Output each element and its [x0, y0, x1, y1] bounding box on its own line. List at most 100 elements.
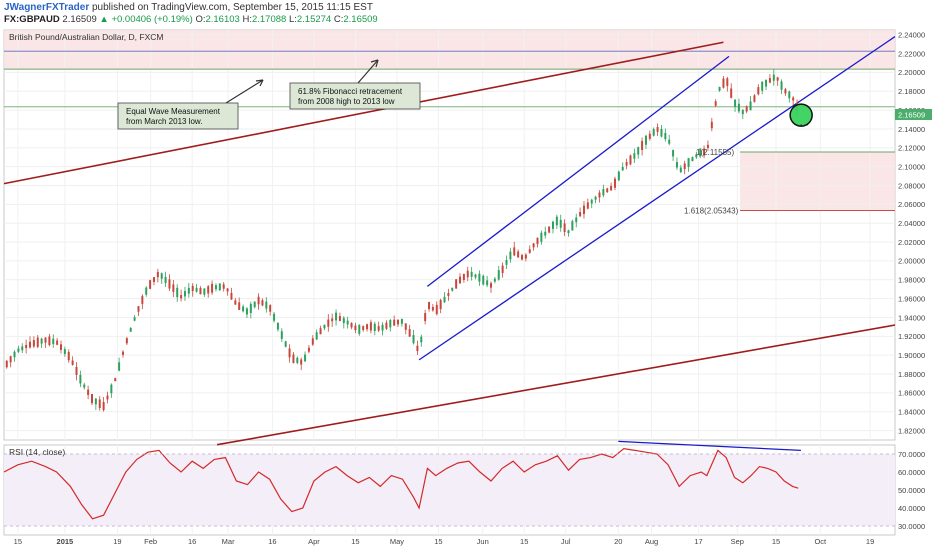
candle-body: [586, 202, 589, 209]
candle-body: [98, 399, 101, 409]
candle-body: [513, 247, 516, 256]
candle-body: [296, 357, 299, 363]
candle-body: [443, 296, 446, 303]
candle-body: [389, 319, 392, 328]
candle-body: [79, 374, 82, 384]
candle-body: [152, 277, 155, 282]
candle-body: [455, 279, 458, 289]
close-value: 2.16509: [343, 14, 378, 25]
candle-body: [288, 348, 291, 358]
candle-body: [261, 300, 264, 306]
high-value: 2.17088: [251, 14, 287, 25]
candle-body: [36, 337, 39, 347]
candle-body: [594, 196, 597, 200]
trendline[interactable]: [216, 324, 896, 446]
last-price: 2.16509: [62, 14, 97, 25]
candle-body: [211, 283, 214, 293]
candle-body: [714, 101, 717, 106]
highlight-circle: [789, 103, 813, 127]
resistance-zone-group: [4, 30, 895, 526]
candle-body: [447, 293, 450, 296]
callout-arrowhead-a: [255, 79, 264, 82]
time-axis-tick-label: Apr: [308, 537, 320, 546]
channel-upper-line[interactable]: [426, 55, 730, 287]
author-link[interactable]: JWagnerFXTrader: [4, 2, 90, 13]
candle-body: [641, 141, 644, 151]
channel-group[interactable]: [418, 36, 896, 361]
candle-body: [203, 288, 206, 295]
resistance-zone: [4, 30, 895, 70]
candle-body: [187, 287, 190, 294]
callout-line-2: from March 2013 low.: [126, 117, 202, 126]
callout-fib-618[interactable]: 61.8% Fibonacci retracement from 2008 hi…: [289, 59, 421, 110]
rsi-divergence-line: [618, 440, 801, 452]
candle-body: [420, 336, 423, 343]
close-label: C:: [333, 14, 344, 25]
time-axis-tick-label: Feb: [144, 537, 157, 546]
candle-body: [734, 99, 737, 107]
candle-body: [683, 163, 686, 169]
candle-body: [195, 287, 198, 292]
candle-body: [710, 121, 713, 129]
candle-body: [590, 199, 593, 204]
candle-body: [269, 305, 272, 312]
candle-body: [621, 167, 624, 171]
callout-equal-wave[interactable]: Equal Wave Measurement from March 2013 l…: [117, 79, 264, 130]
candle-body: [90, 394, 93, 404]
candle-body: [118, 362, 121, 371]
candle-body: [191, 285, 194, 292]
publish-info: JWagnerFXTrader published on TradingView…: [4, 2, 373, 13]
candle-body: [331, 318, 334, 322]
candle-body: [71, 360, 74, 365]
channel-lower-line[interactable]: [418, 36, 896, 361]
trendlines-group[interactable]: [3, 41, 896, 446]
candle-body: [679, 167, 682, 173]
candle-body: [548, 226, 551, 233]
candle-body: [563, 223, 566, 233]
candle-body: [149, 280, 152, 289]
price-axis-tick-label: 2.12000: [898, 144, 925, 153]
candle-body: [125, 338, 128, 344]
time-axis[interactable]: 15 2015 19 Feb 16 Mar 16 Apr 15 May 15 Jun 15 Jul 20 Au…: [14, 537, 875, 546]
candle-body: [737, 103, 740, 112]
rsi-pane-title: RSI (14, close): [9, 447, 65, 457]
candle-body: [145, 287, 148, 295]
price-axis-tick-label: 2.14000: [898, 125, 925, 134]
candle-body: [273, 313, 276, 321]
price-axis[interactable]: 2.240002.220002.200002.180002.160002.140…: [898, 31, 925, 436]
candle-body: [598, 192, 601, 198]
candle-body: [242, 306, 245, 312]
candle-body: [501, 265, 504, 274]
candle-body: [613, 178, 616, 188]
candle-body: [579, 212, 582, 217]
candle-body: [582, 205, 585, 215]
time-axis-tick-label: Jul: [561, 537, 571, 546]
time-axis-tick-label: Jun: [477, 537, 489, 546]
candle-body: [652, 129, 655, 136]
candle-body: [48, 336, 51, 346]
candle-body: [114, 378, 117, 382]
time-axis-tick-label: 20: [614, 537, 622, 546]
candle-body: [284, 341, 287, 347]
candle-body: [493, 278, 496, 282]
candle-body: [610, 185, 613, 191]
time-axis-tick-label: 17: [694, 537, 702, 546]
candle-body: [385, 322, 388, 329]
time-axis-tick-label: 19: [113, 537, 121, 546]
candle-body: [672, 150, 675, 157]
callout-line-2: from 2008 high to 2013 low: [298, 97, 395, 106]
candle-body: [718, 86, 721, 91]
candle-body: [75, 367, 78, 375]
callout-box: [289, 82, 421, 110]
candle-body: [393, 319, 396, 326]
chart-header: JWagnerFXTrader published on TradingView…: [0, 0, 932, 28]
candle-body: [412, 335, 415, 344]
candle-body: [482, 275, 485, 285]
symbol-label[interactable]: FX:GBPAUD: [4, 14, 60, 25]
price-axis-tick-label: 2.18000: [898, 87, 925, 96]
candle-body: [319, 328, 322, 335]
time-axis-tick-label: 16: [268, 537, 276, 546]
candle-body: [490, 283, 493, 288]
trendline[interactable]: [3, 41, 724, 185]
